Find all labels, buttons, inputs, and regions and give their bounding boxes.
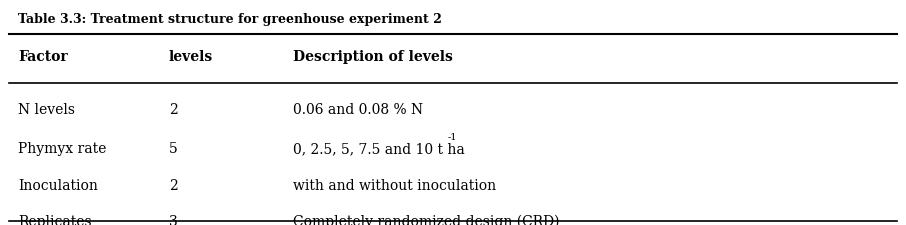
Text: Description of levels: Description of levels [294, 50, 453, 64]
Text: Completely randomized design (CRD): Completely randomized design (CRD) [294, 214, 560, 225]
Text: 3: 3 [169, 214, 178, 225]
Text: 2: 2 [169, 103, 178, 117]
Text: 2: 2 [169, 178, 178, 192]
Text: 0.06 and 0.08 % N: 0.06 and 0.08 % N [294, 103, 423, 117]
Text: Inoculation: Inoculation [18, 178, 98, 192]
Text: with and without inoculation: with and without inoculation [294, 178, 496, 192]
Text: levels: levels [169, 50, 213, 64]
Text: 5: 5 [169, 142, 178, 156]
Text: Replicates: Replicates [18, 214, 92, 225]
Text: N levels: N levels [18, 103, 75, 117]
Text: Phymyx rate: Phymyx rate [18, 142, 106, 156]
Text: Factor: Factor [18, 50, 68, 64]
Text: Table 3.3: Treatment structure for greenhouse experiment 2: Table 3.3: Treatment structure for green… [18, 13, 442, 26]
Text: -1: -1 [448, 133, 458, 142]
Text: 0, 2.5, 5, 7.5 and 10 t ha: 0, 2.5, 5, 7.5 and 10 t ha [294, 142, 465, 156]
